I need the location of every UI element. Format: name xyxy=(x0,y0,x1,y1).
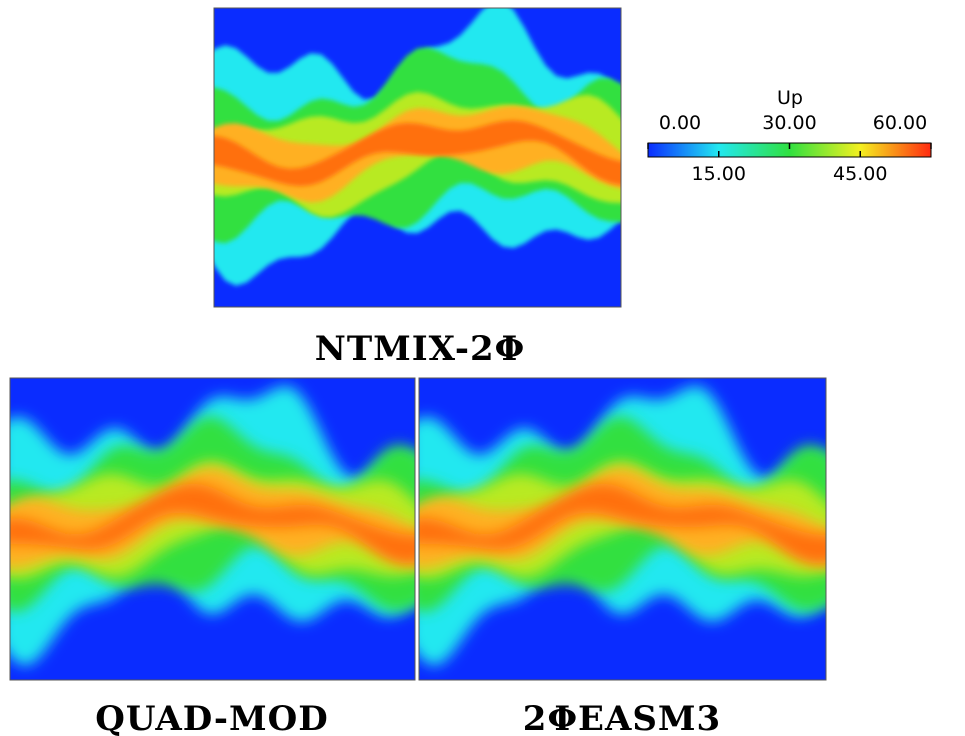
tick-label: 0.00 xyxy=(659,112,701,134)
field-frame xyxy=(9,377,416,681)
field-band xyxy=(10,483,415,564)
tick-label: 45.00 xyxy=(833,163,887,185)
tick-label: 15.00 xyxy=(692,163,746,185)
field-band xyxy=(214,120,621,187)
flow-field xyxy=(10,378,415,680)
panel-label: 2ΦEASM3 xyxy=(523,699,721,736)
field-frame xyxy=(213,7,622,308)
flow-field xyxy=(419,378,826,680)
tick-label: 60.00 xyxy=(873,112,927,134)
panel-label: QUAD-MOD xyxy=(95,699,329,736)
field-frame xyxy=(418,377,827,681)
field-band xyxy=(419,483,826,564)
tick-label: 30.00 xyxy=(762,112,816,134)
flow-field xyxy=(214,8,621,307)
panel-label: NTMIX-2Φ xyxy=(315,329,525,369)
colorbar-title: Up xyxy=(777,87,803,109)
